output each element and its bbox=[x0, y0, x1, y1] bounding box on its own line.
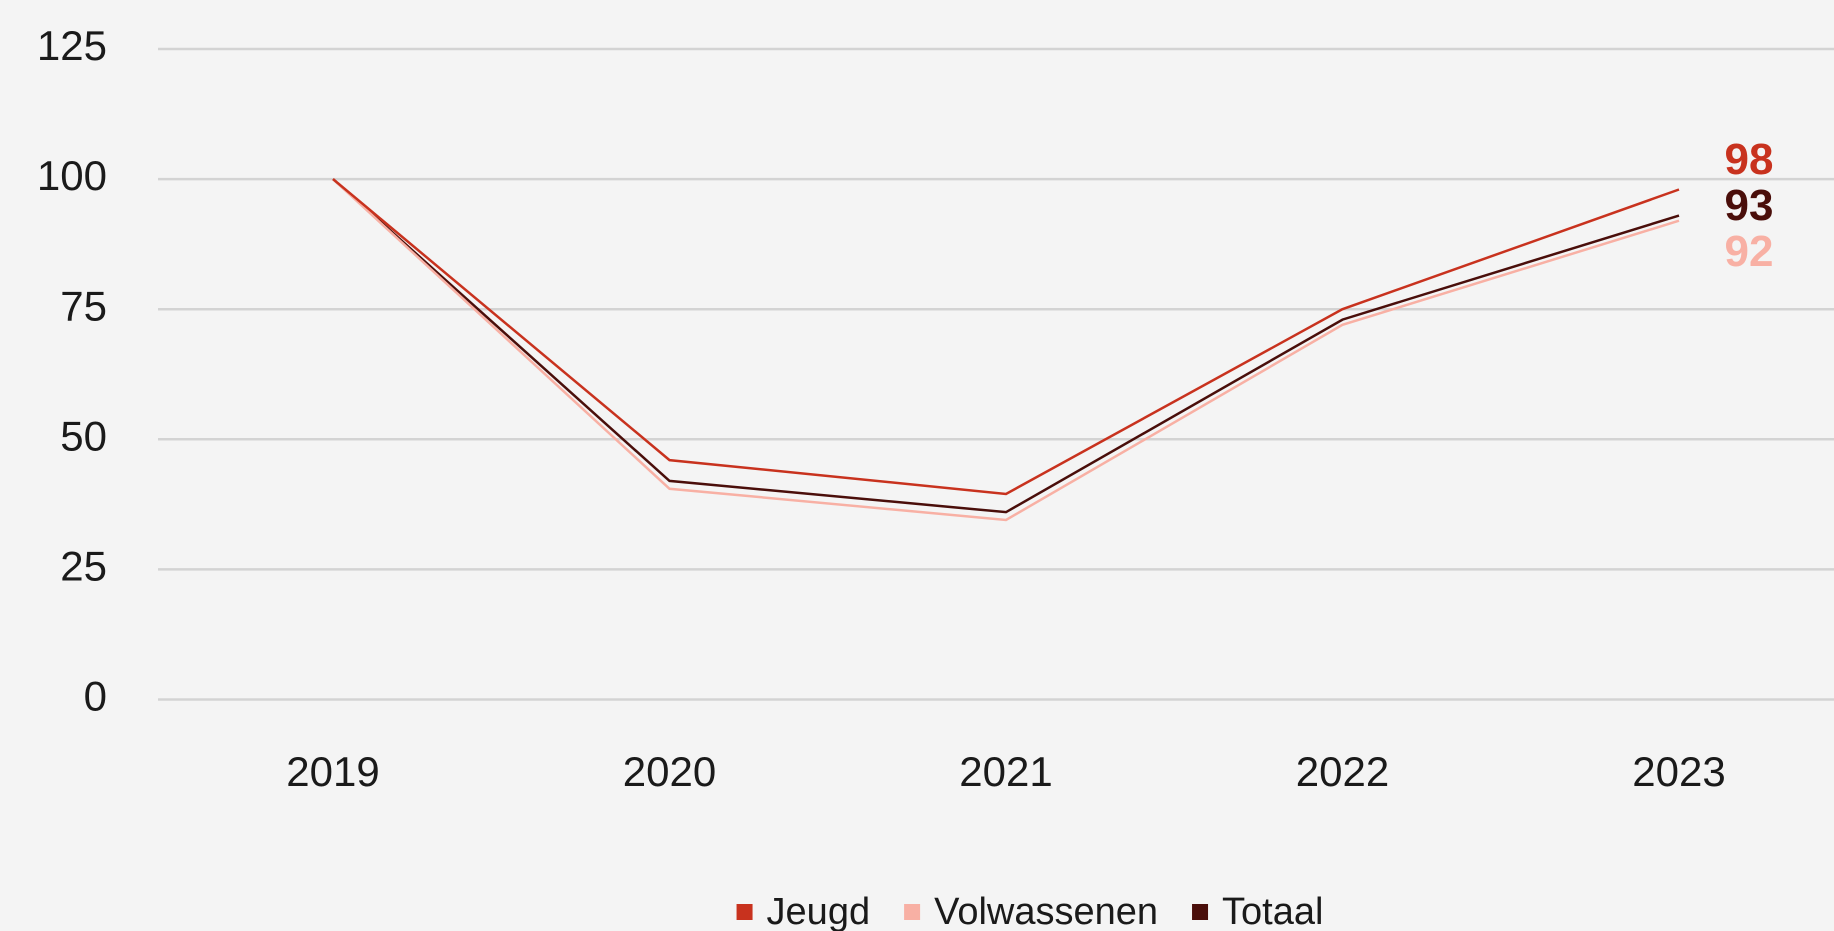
series-line bbox=[332, 178, 1680, 514]
y-tick-label: 75 bbox=[60, 282, 107, 329]
value-label: 98 bbox=[1725, 135, 1774, 184]
y-tick-label: 100 bbox=[37, 152, 107, 199]
x-tick-label: 2020 bbox=[623, 748, 716, 795]
legend-swatch bbox=[1192, 904, 1209, 920]
series-line bbox=[332, 178, 1680, 522]
legend-swatch bbox=[904, 904, 921, 920]
legend-label: Jeugd bbox=[767, 891, 871, 931]
x-tick-label: 2023 bbox=[1632, 748, 1725, 795]
value-label: 93 bbox=[1725, 181, 1774, 230]
value-label: 92 bbox=[1725, 227, 1774, 276]
y-tick-label: 125 bbox=[37, 22, 107, 69]
y-tick-label: 0 bbox=[84, 673, 107, 720]
x-tick-label: 2019 bbox=[286, 748, 379, 795]
y-tick-label: 50 bbox=[60, 412, 107, 459]
series-line bbox=[332, 178, 1680, 496]
x-tick-label: 2021 bbox=[959, 748, 1052, 795]
legend-label: Totaal bbox=[1222, 891, 1323, 931]
x-tick-label: 2022 bbox=[1296, 748, 1389, 795]
legend-label: Volwassenen bbox=[934, 891, 1158, 931]
legend-swatch bbox=[736, 904, 753, 920]
y-tick-label: 25 bbox=[60, 542, 107, 589]
